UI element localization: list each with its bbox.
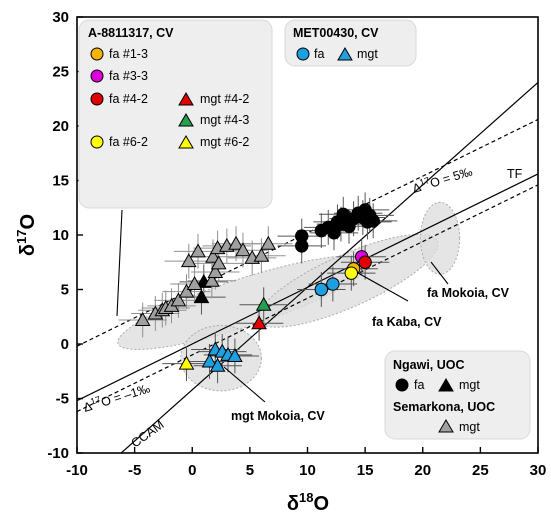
legend-met-mgt-label: mgt	[357, 47, 378, 61]
point-semarkona-mgt	[134, 311, 151, 327]
legend-met00430-box	[284, 19, 417, 67]
x-tick-label: 30	[530, 462, 547, 479]
point-met00430-mgt	[227, 347, 243, 362]
legend-mgt-6-2-label: mgt #6-2	[200, 135, 249, 149]
legend-semarkona-mgt-marker	[438, 419, 454, 433]
legend-fa-1-3-label: fa #1-3	[109, 47, 148, 61]
y-tick-label: 5	[61, 282, 69, 299]
point-ngawi-fa	[366, 214, 380, 228]
legend-met-mgt-marker	[337, 47, 353, 61]
legend-uoc: Ngawi, UOC fa mgt Semarkona, UOC mgt	[384, 350, 531, 440]
legend-met-fa-marker	[296, 47, 310, 61]
point-a-8811317-mgt-6-2	[178, 355, 195, 370]
point-met00430-fa	[326, 277, 340, 291]
point-semarkona-mgt	[186, 276, 203, 291]
point-semarkona-mgt	[205, 248, 221, 263]
fa-mokoia-label: fa Mokoia, CV	[427, 286, 510, 300]
point-semarkona-mgt	[235, 242, 251, 257]
legend-uoc-box	[384, 350, 531, 440]
point-semarkona-mgt	[180, 253, 197, 268]
legend-fa-1-3-marker	[90, 47, 104, 61]
fa-kaba-leader	[357, 272, 409, 302]
point-semarkona-mgt	[210, 255, 227, 270]
legend-ngawi-fa-label: fa	[414, 378, 424, 392]
y-tick-label: 20	[52, 118, 69, 135]
x-tick-label: 15	[357, 462, 374, 479]
mgt-mokoia-leader	[223, 366, 266, 403]
point-a-8811317-fa-6-2	[344, 266, 358, 280]
fa-kaba-label: fa Kaba, CV	[372, 315, 442, 329]
point-semarkona-mgt	[207, 264, 224, 279]
legend-a8811317-title: A-8811317, CV	[88, 26, 174, 40]
ref-line-17o-1	[77, 184, 538, 413]
legend-fa-4-2-marker	[90, 92, 104, 106]
y-tick-label: 0	[61, 336, 69, 353]
legend-mgt-4-3-label: mgt #4-3	[200, 113, 249, 127]
legend-a8811317-box	[78, 19, 273, 209]
point-ngawi-mgt	[193, 289, 210, 304]
point-a-8811317-fa-4-2	[358, 255, 372, 269]
legend-mgt-4-2-label: mgt #4-2	[200, 92, 249, 106]
x-tick-label: 25	[472, 462, 489, 479]
point-semarkona-mgt	[253, 247, 270, 262]
y-tick-label: 30	[52, 9, 69, 26]
legend-met-fa-label: fa	[314, 47, 324, 61]
point-semarkona-mgt	[228, 235, 244, 250]
composition-fields	[117, 201, 461, 392]
x-tick-label: 20	[414, 462, 431, 479]
legend-fa-6-2-marker	[90, 135, 104, 149]
axis-ticks: -10 -5 0 5 10 15 20 25 30 -10 -5 0 5 10 15 20 25 30	[47, 9, 546, 479]
data-points	[118, 192, 398, 384]
legend-mgt-4-2-marker	[178, 92, 194, 106]
y-tick-label: -5	[56, 391, 69, 408]
x-tick-label: 10	[299, 462, 316, 479]
ref-line-ccam	[120, 81, 538, 453]
legend-fa-4-2-label: fa #4-2	[109, 92, 148, 106]
y-axis-label: δ17O	[14, 214, 39, 256]
point-semarkona-mgt	[260, 235, 277, 250]
x-tick-label: -10	[66, 462, 88, 479]
legend-ngawi-mgt-label: mgt	[459, 378, 480, 392]
x-tick-label: -5	[128, 462, 141, 479]
field-mgt-mokoia-cv	[180, 324, 262, 392]
legend-semarkona-mgt-label: mgt	[459, 420, 480, 434]
field-fa-mokoia-cv	[419, 201, 461, 275]
legend-a8811317: A-8811317, CV fa #1-3 fa #3-3 fa #4-2 mg…	[78, 19, 273, 209]
legend-fa-6-2-label: fa #6-2	[109, 135, 148, 149]
tf-label: TF	[507, 167, 523, 181]
point-semarkona-mgt	[170, 292, 187, 307]
legend-met00430-title: MET00430, CV	[293, 26, 379, 40]
legend-met00430: MET00430, CV fa mgt	[284, 19, 417, 67]
point-met00430-mgt	[209, 357, 226, 372]
x-tick-label: 0	[188, 462, 196, 479]
legend-fa-3-3-label: fa #3-3	[109, 69, 148, 83]
point-a-8811317-mgt-4-3	[255, 296, 272, 311]
legend-semarkona-title: Semarkona, UOC	[393, 400, 495, 414]
point-met00430-mgt	[201, 353, 218, 368]
legend-ngawi-fa-marker	[395, 378, 409, 392]
legend-ngawi-title: Ngawi, UOC	[393, 358, 465, 372]
point-semarkona-mgt	[178, 283, 195, 298]
fa-mokoia-leader	[430, 261, 449, 285]
legend-mgt-4-3-marker	[178, 113, 194, 127]
mgt-kaba-leader	[116, 209, 123, 317]
legend-fa-3-3-marker	[90, 69, 104, 83]
x-tick-label: 5	[246, 462, 254, 479]
point-semarkona-mgt	[203, 272, 220, 287]
mgt-mokoia-label: mgt Mokoia, CV	[231, 409, 325, 423]
point-a-8811317-mgt-4-2	[251, 315, 267, 330]
legend-ngawi-mgt-marker	[438, 378, 454, 392]
y-tick-label: 25	[52, 64, 69, 81]
point-semarkona-mgt	[190, 243, 206, 258]
y-tick-label: -10	[47, 445, 69, 462]
point-ngawi-fa	[295, 239, 309, 253]
y-tick-label: 10	[52, 227, 69, 244]
y-tick-label: 15	[52, 173, 69, 190]
point-met00430-fa	[314, 282, 329, 297]
legend-mgt-6-2-marker	[178, 135, 194, 149]
